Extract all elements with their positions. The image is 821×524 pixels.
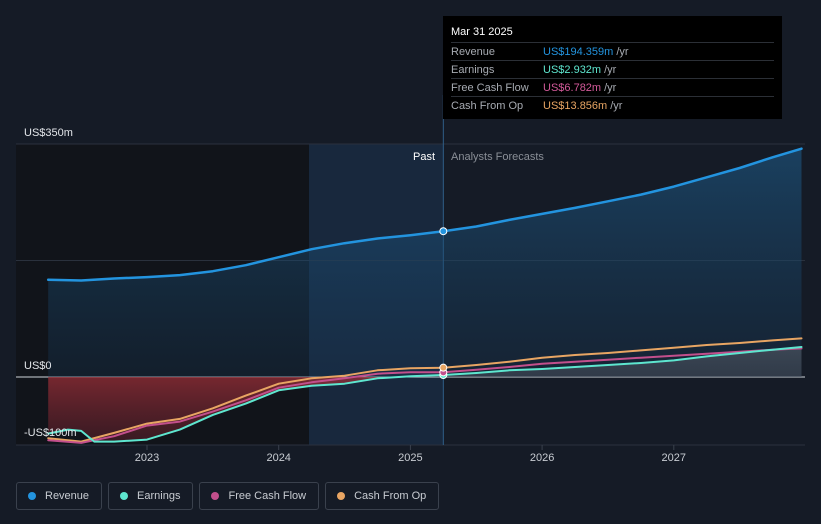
- earnings-negative-area: [48, 377, 802, 442]
- legend-label: Revenue: [45, 490, 90, 502]
- forecast-label: Analysts Forecasts: [451, 151, 544, 163]
- tooltip-row-fcf: Free Cash Flow US$6.782m /yr: [451, 78, 774, 96]
- legend-dot-icon: [337, 492, 346, 500]
- tooltip-value: US$13.856m: [543, 99, 608, 112]
- x-axis-tick-label: 2026: [530, 452, 554, 464]
- tooltip-value: US$6.782m: [543, 81, 602, 94]
- legend-item-cfo[interactable]: Cash From Op: [325, 482, 440, 510]
- tooltip-unit: /yr: [616, 45, 629, 58]
- tooltip-row-earnings: Earnings US$2.932m /yr: [451, 60, 774, 78]
- y-axis-tick-label: US$0: [24, 360, 52, 372]
- point-marker-cfo: [439, 363, 448, 372]
- tooltip-unit: /yr: [604, 81, 617, 94]
- tooltip-row-cfo: Cash From Op US$13.856m /yr: [451, 96, 774, 114]
- legend-dot-icon: [120, 492, 129, 500]
- legend-label: Earnings: [137, 490, 181, 502]
- point-marker-revenue: [439, 227, 448, 236]
- y-axis-tick-label: US$350m: [24, 127, 73, 139]
- legend-dot-icon: [28, 492, 36, 500]
- legend-item-earnings[interactable]: Earnings: [108, 482, 194, 510]
- tooltip-date: Mar 31 2025: [451, 26, 513, 38]
- tooltip-row-revenue: Revenue US$194.359m /yr: [451, 42, 774, 60]
- legend: Revenue Earnings Free Cash Flow Cash Fro…: [16, 482, 440, 510]
- x-axis-tick-label: 2027: [662, 452, 686, 464]
- earnings-positive-area: [48, 347, 802, 377]
- tooltip-value: US$2.932m: [543, 63, 602, 76]
- tooltip-label: Free Cash Flow: [451, 81, 529, 94]
- legend-dot-icon: [211, 492, 220, 500]
- series-line-fcf: [47, 347, 803, 444]
- legend-label: Cash From Op: [354, 490, 427, 502]
- legend-item-fcf[interactable]: Free Cash Flow: [199, 482, 320, 510]
- x-axis-tick-label: 2025: [398, 452, 422, 464]
- x-axis-tick-label: 2024: [266, 452, 290, 464]
- x-axis-tick-label: 2023: [135, 452, 159, 464]
- series-line-cfo: [47, 337, 803, 443]
- past-label: Past: [413, 151, 435, 163]
- tooltip: Mar 31 2025 Revenue US$194.359m /yr Earn…: [443, 16, 782, 119]
- tooltip-label: Cash From Op: [451, 99, 524, 112]
- series-line-earnings: [47, 346, 803, 443]
- tooltip-value: US$194.359m: [543, 45, 614, 58]
- tooltip-unit: /yr: [610, 99, 623, 112]
- legend-item-revenue[interactable]: Revenue: [16, 482, 103, 510]
- tooltip-unit: /yr: [604, 63, 617, 76]
- revenue-area: [48, 148, 802, 377]
- series-line-revenue: [46, 147, 803, 282]
- tooltip-label: Revenue: [451, 45, 496, 58]
- tooltip-label: Earnings: [451, 63, 495, 76]
- y-axis-tick-label: -US$100m: [24, 427, 77, 439]
- legend-label: Free Cash Flow: [228, 490, 307, 502]
